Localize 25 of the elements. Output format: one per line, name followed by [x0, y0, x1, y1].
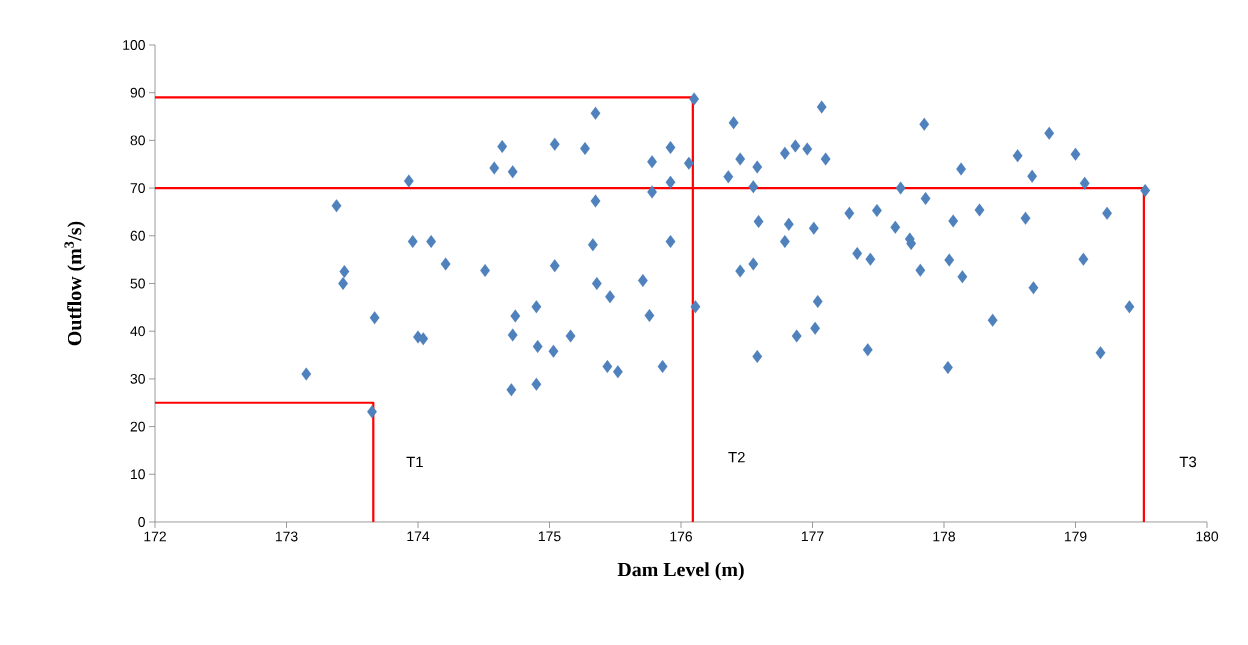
x-tick-label: 178 [933, 531, 956, 542]
x-tick-label: 172 [144, 531, 166, 542]
y-tick-label: 0 [138, 517, 145, 527]
annotation: T3 [1179, 456, 1197, 468]
x-axis-title: Dam Level (m) [617, 562, 744, 581]
y-tick-label: 30 [130, 373, 145, 384]
y-tick-label: 60 [130, 230, 145, 241]
y-tick-label: 80 [130, 135, 145, 146]
y-tick-label: 10 [131, 469, 145, 480]
x-tick-label: 176 [670, 531, 693, 542]
y-axis-title: Outflow (m$^{3}$/s) [64, 221, 86, 346]
annotation: T2 [728, 451, 745, 463]
annotation: T1 [406, 456, 423, 468]
y-tick-label: 50 [130, 278, 145, 289]
y-tick-label: 40 [130, 326, 145, 337]
y-tick-label: 90 [130, 87, 145, 98]
x-tick-label: 173 [275, 531, 298, 542]
x-tick-label: 179 [1064, 531, 1087, 542]
y-tick-label: 100 [123, 40, 145, 50]
y-tick-label: 70 [130, 183, 145, 194]
x-tick-label: 175 [538, 531, 561, 542]
x-tick-label: 180 [1196, 531, 1219, 542]
y-tick-label: 20 [130, 421, 145, 432]
x-tick-label: 177 [801, 531, 824, 542]
x-tick-label: 174 [407, 531, 430, 542]
